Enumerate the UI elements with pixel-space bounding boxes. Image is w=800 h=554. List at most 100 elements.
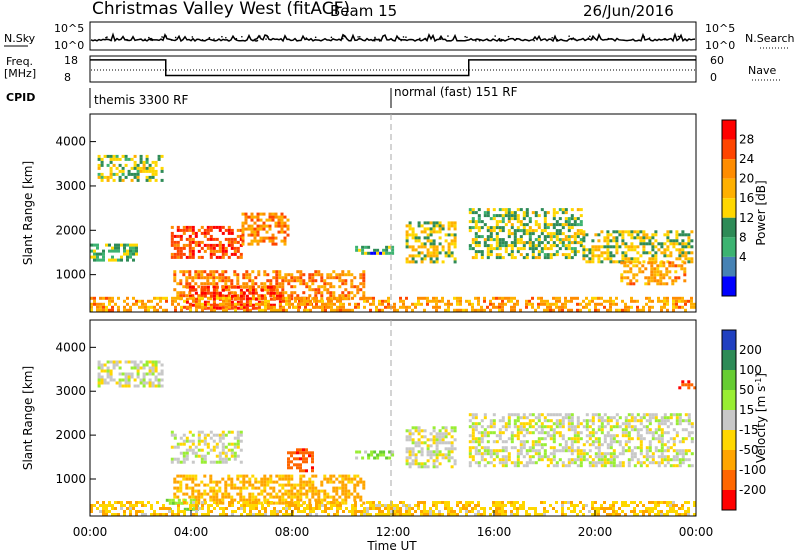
power-cell <box>498 244 502 248</box>
power-cell <box>432 254 436 258</box>
velocity-cell <box>480 437 484 441</box>
velocity-cell <box>669 416 673 420</box>
power-cell <box>336 308 339 312</box>
power-cell <box>239 300 243 304</box>
power-cell <box>153 305 156 309</box>
velocity-cell <box>603 461 607 465</box>
power-cell <box>243 302 246 306</box>
power-cell <box>369 308 372 312</box>
nsearch-point <box>551 36 554 39</box>
velocity-cell <box>567 428 571 432</box>
velocity-cell <box>438 450 442 454</box>
velocity-cell <box>112 378 116 382</box>
velocity-cell <box>103 363 107 367</box>
colorbar-segment <box>722 276 736 296</box>
power-cell <box>250 230 254 234</box>
velocity-cell <box>341 486 345 490</box>
power-cell <box>576 208 580 212</box>
power-cell <box>666 233 670 237</box>
velocity-cell <box>207 504 210 507</box>
velocity-cell <box>179 489 183 493</box>
power-cell <box>561 244 565 248</box>
power-cell <box>272 294 276 298</box>
power-cell <box>435 260 439 264</box>
velocity-cell <box>255 507 258 510</box>
velocity-cell <box>447 456 451 460</box>
power-cell <box>570 247 574 251</box>
velocity-cell <box>657 437 661 441</box>
power-cell <box>546 256 550 260</box>
velocity-cell <box>474 504 477 507</box>
velocity-cell <box>405 438 409 442</box>
velocity-cell <box>225 507 228 510</box>
velocity-cell <box>133 360 137 364</box>
velocity-cell <box>182 454 186 458</box>
power-cell <box>663 305 666 309</box>
velocity-cell <box>338 480 342 484</box>
power-cell <box>632 273 636 277</box>
velocity-cell <box>117 501 120 504</box>
velocity-cell <box>579 431 583 435</box>
power-cell <box>326 282 330 286</box>
power-cell <box>438 236 442 240</box>
power-cell <box>111 296 114 300</box>
power-cell <box>513 305 516 309</box>
power-cell <box>251 288 255 292</box>
power-cell <box>241 230 245 234</box>
power-cell <box>477 208 481 212</box>
velocity-cell <box>483 452 487 456</box>
power-cell <box>429 221 433 225</box>
power-cell <box>453 296 456 300</box>
power-cell <box>145 160 149 164</box>
velocity-cell <box>108 510 111 513</box>
velocity-cell <box>139 378 143 382</box>
velocity-cell <box>308 498 312 502</box>
velocity-cell <box>266 477 270 481</box>
velocity-cell <box>300 510 303 513</box>
velocity-cell <box>513 413 517 417</box>
y-tick-label: 3000 <box>55 384 86 398</box>
velocity-cell <box>522 507 525 510</box>
velocity-cell <box>552 464 556 468</box>
nsearch-point <box>556 38 559 41</box>
velocity-cell <box>305 457 308 461</box>
power-cell <box>230 306 234 310</box>
power-cell <box>173 234 177 238</box>
power-cell <box>188 255 192 259</box>
power-cell <box>260 282 264 286</box>
power-cell <box>678 305 681 309</box>
velocity-cell <box>603 434 607 438</box>
velocity-cell <box>224 454 228 458</box>
velocity-cell <box>426 465 430 469</box>
power-cell <box>272 288 276 292</box>
power-cell <box>117 246 120 250</box>
power-cell <box>256 224 260 228</box>
velocity-cell <box>588 425 592 429</box>
velocity-cell <box>636 458 640 462</box>
velocity-cell <box>663 413 667 417</box>
velocity-cell <box>417 450 421 454</box>
velocity-cell <box>100 363 104 367</box>
power-cell <box>678 254 682 258</box>
velocity-cell <box>360 510 363 513</box>
power-cell <box>362 285 366 289</box>
velocity-cell <box>236 445 240 449</box>
power-cell <box>387 302 390 306</box>
velocity-cell <box>173 495 177 499</box>
power-cell <box>203 270 207 274</box>
velocity-cell <box>336 501 339 504</box>
velocity-cell <box>260 480 264 484</box>
velocity-cell <box>516 449 520 453</box>
power-cell <box>681 230 685 234</box>
velocity-cell <box>90 510 93 513</box>
power-cell <box>573 250 577 254</box>
velocity-cell <box>366 507 369 510</box>
velocity-cell <box>341 492 345 496</box>
nsearch-point <box>553 37 555 40</box>
velocity-cell <box>489 513 492 516</box>
power-cell <box>305 285 309 289</box>
power-cell <box>639 254 643 258</box>
velocity-cell <box>148 366 152 370</box>
power-cell <box>681 305 684 309</box>
power-cell <box>603 236 607 240</box>
